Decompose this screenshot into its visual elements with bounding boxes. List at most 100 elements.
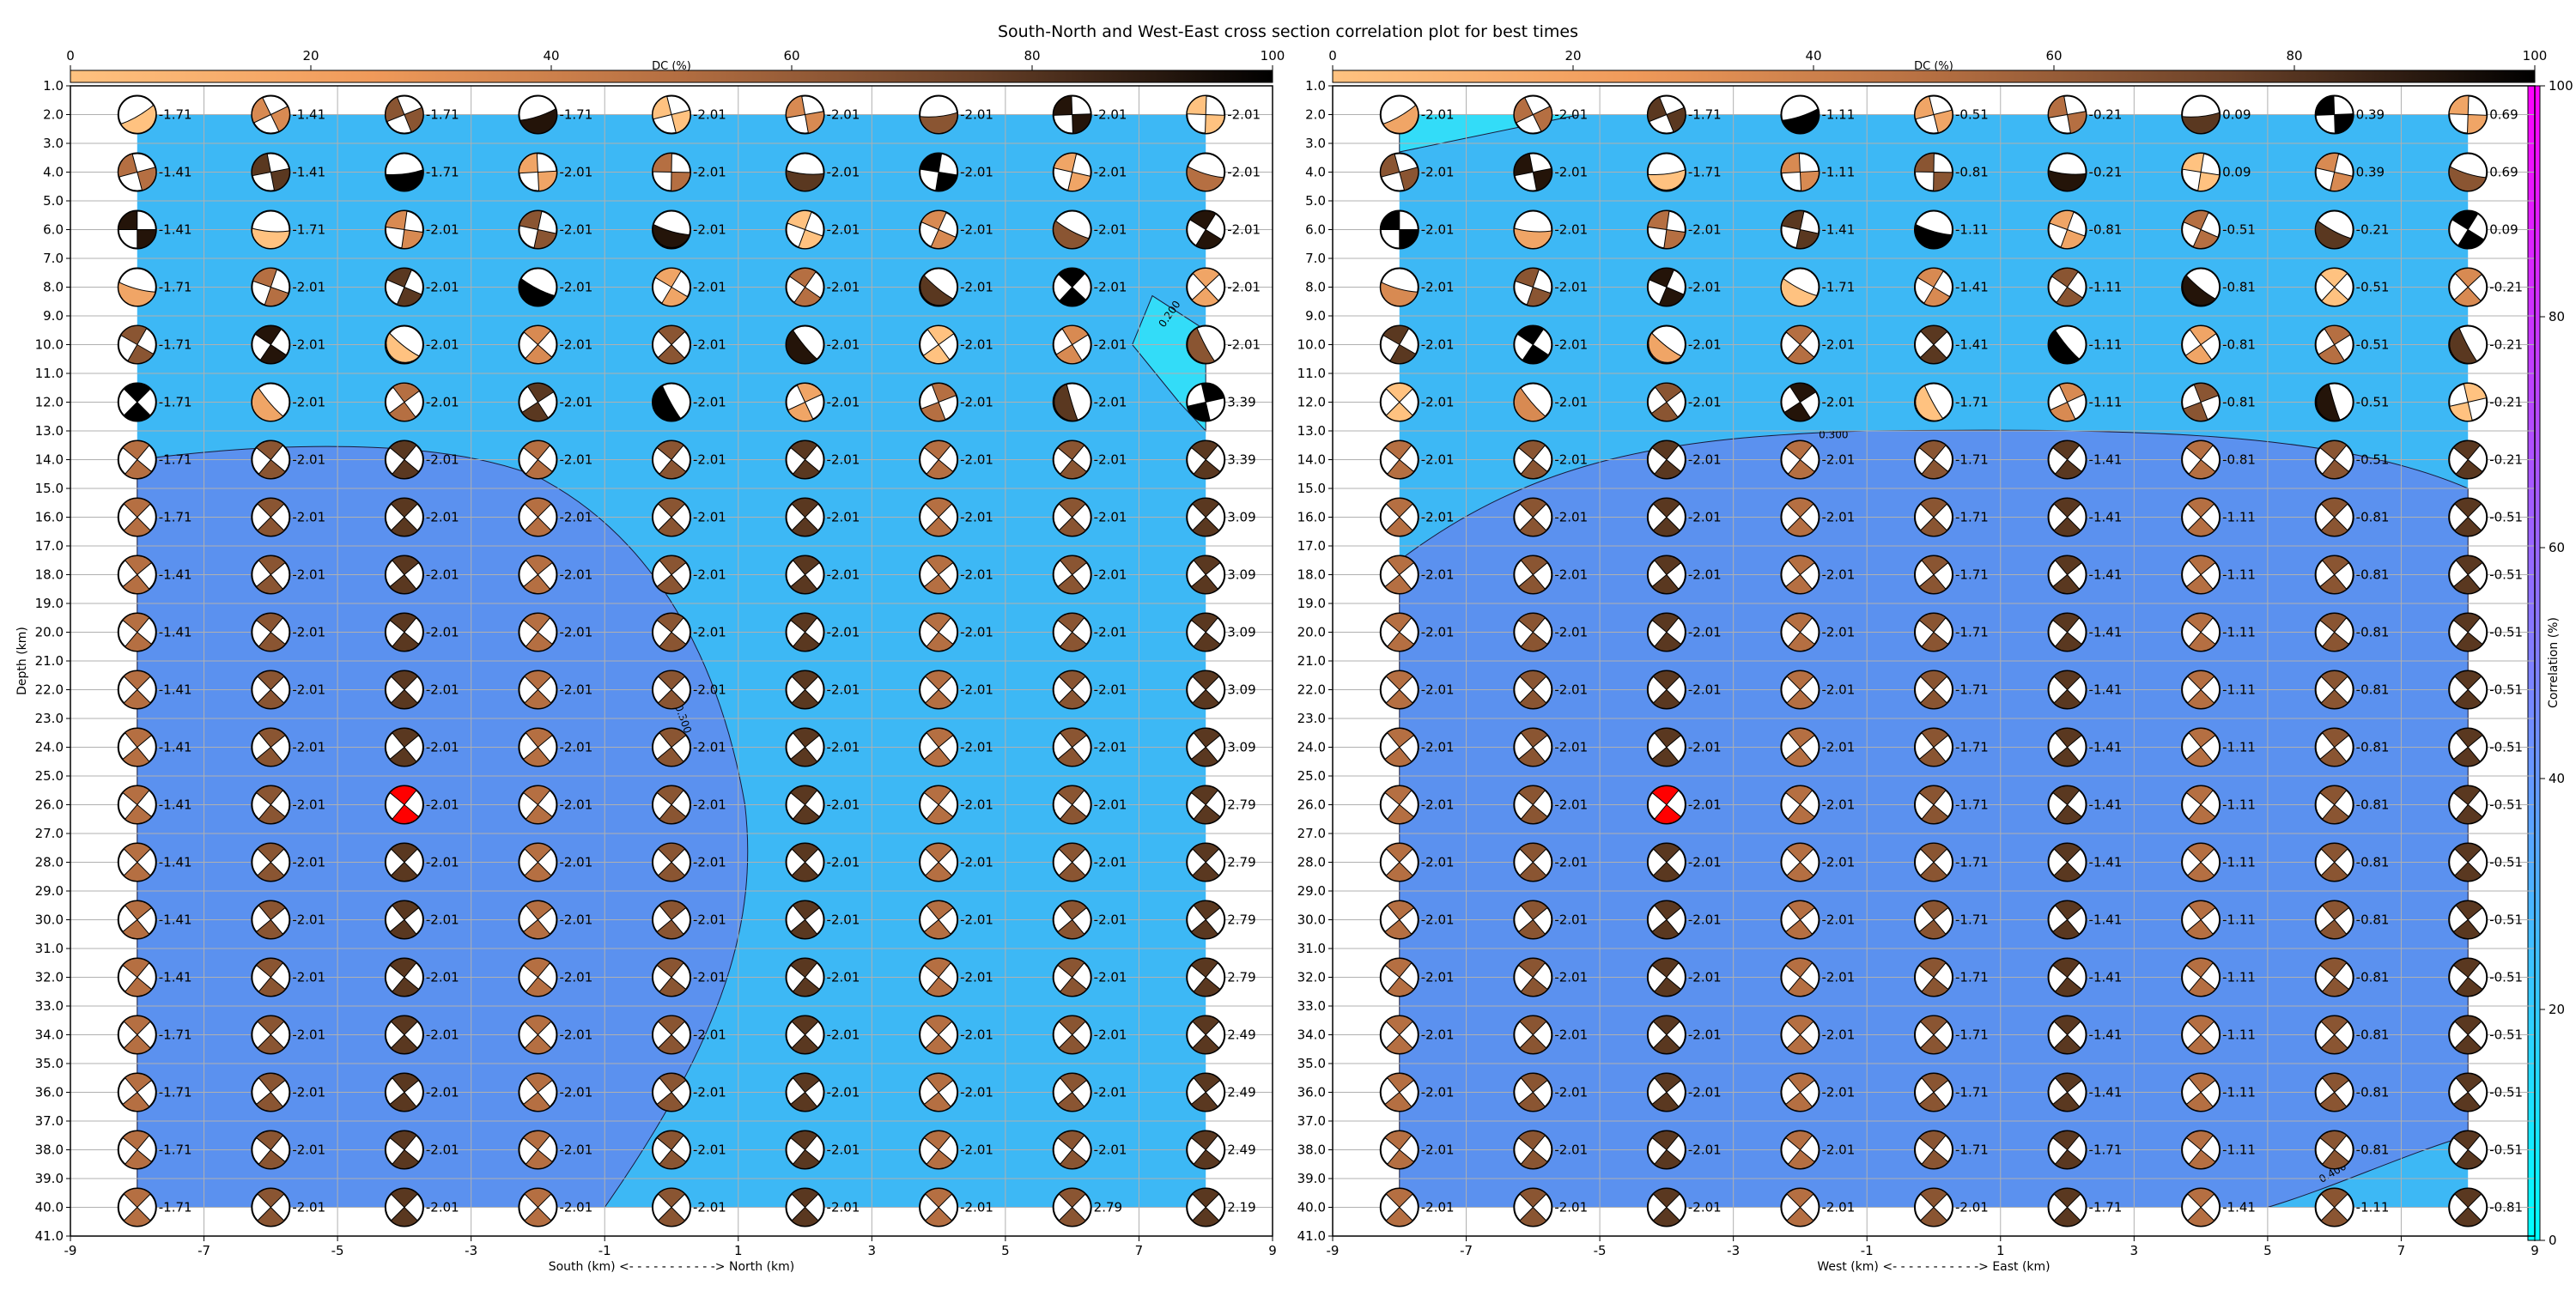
time-shift-label: -0.51: [2489, 682, 2523, 698]
time-shift-label: -2.01: [827, 1085, 860, 1100]
beachball-quadrant: [2049, 401, 2076, 421]
beachball-quadrant: [1799, 170, 1820, 192]
focal-mechanism: [2047, 267, 2087, 307]
beachball-quadrant: [1919, 670, 1948, 691]
beachball-quadrant: [789, 785, 818, 806]
beachball-quadrant: [2188, 727, 2216, 749]
beachball-quadrant: [251, 153, 271, 177]
beachball-quadrant: [1193, 458, 1221, 480]
focal-mechanism: [1513, 1015, 1553, 1055]
beachball-quadrant: [1385, 401, 1414, 421]
beachball-quadrant: [789, 1130, 818, 1151]
focal-mechanism: [1780, 382, 1820, 422]
time-shift-label: -1.71: [1688, 107, 1722, 123]
beachball-quadrant: [1652, 688, 1681, 709]
beachball-quadrant: [2319, 785, 2348, 806]
focal-mechanism: [652, 94, 691, 135]
time-shift-label: -2.01: [1094, 165, 1127, 180]
focal-mechanism: [2047, 1187, 2087, 1227]
beachball-lobe: [1780, 277, 1818, 306]
time-shift-label: -1.41: [159, 567, 192, 583]
beachball-quadrant: [1787, 458, 1816, 480]
beachball-quadrant: [2053, 516, 2081, 536]
focal-mechanism: [1780, 324, 1820, 365]
time-shift-label: -2.01: [827, 682, 860, 698]
beachball-quadrant: [1059, 900, 1088, 921]
focal-mechanism: [2314, 900, 2354, 940]
beachball-quadrant: [1190, 573, 1219, 595]
beachball-quadrant: [264, 286, 289, 306]
beachball-quadrant: [1519, 843, 1547, 864]
beachball-quadrant: [1193, 1072, 1221, 1094]
time-shift-label: -2.01: [1688, 1200, 1722, 1215]
beachball-quadrant: [652, 152, 672, 173]
time-shift-label: -1.71: [292, 222, 325, 238]
focal-mechanism: [2448, 1130, 2488, 1170]
beachball-quadrant: [1188, 209, 1217, 231]
time-shift-label: -2.01: [1094, 510, 1127, 525]
focal-mechanism: [919, 900, 959, 940]
beachball-quadrant: [657, 688, 686, 710]
beachball-quadrant: [1384, 918, 1413, 940]
focal-mechanism: [251, 957, 291, 997]
focal-mechanism: [1379, 439, 1419, 480]
beachball-quadrant: [657, 497, 686, 518]
focal-mechanism: [1379, 785, 1419, 825]
beachball-quadrant: [2182, 401, 2208, 421]
beachball-lobe: [2315, 220, 2352, 249]
focal-mechanism: [1914, 1130, 1953, 1170]
focal-mechanism: [251, 842, 291, 882]
beachball-quadrant: [1519, 688, 1547, 709]
beachball-quadrant: [1651, 746, 1680, 767]
time-shift-label: -2.01: [1554, 567, 1588, 583]
beachball-quadrant: [927, 325, 955, 346]
focal-mechanism: [1052, 94, 1092, 135]
focal-mechanism: [1186, 1130, 1226, 1170]
y-tick-label: 27.0: [35, 826, 64, 841]
beachball-quadrant: [1653, 555, 1682, 576]
time-shift-label: -1.41: [2089, 1027, 2123, 1043]
focal-mechanism: [1914, 439, 1953, 480]
x-tick-label: 1: [1996, 1243, 2005, 1258]
time-shift-label: -2.01: [960, 452, 993, 468]
time-shift-label: -2.01: [1094, 567, 1127, 583]
beachball-quadrant: [2454, 268, 2483, 288]
focal-mechanism: [518, 1130, 558, 1170]
focal-mechanism: [2448, 439, 2488, 480]
time-shift-label: -2.01: [426, 970, 459, 985]
time-shift-label: -0.51: [2356, 337, 2390, 353]
time-shift-label: -2.01: [827, 222, 860, 238]
beachball-quadrant: [1200, 383, 1225, 403]
time-shift-label: -2.01: [292, 1085, 325, 1100]
corr-tick-label: 40: [2549, 771, 2565, 786]
beachball-quadrant: [1191, 861, 1220, 882]
beachball-quadrant: [258, 727, 286, 749]
beachball-quadrant: [1787, 555, 1816, 576]
time-shift-label: -1.71: [1955, 740, 1989, 755]
dc-tick-label: 100: [1261, 48, 1285, 64]
focal-mechanism: [518, 209, 558, 250]
time-shift-label: -1.71: [559, 107, 592, 123]
time-shift-label: -2.01: [426, 625, 459, 640]
y-tick-label: 23.0: [1297, 711, 1326, 726]
beachball-quadrant: [924, 670, 953, 691]
y-tick-label: 12.0: [35, 395, 64, 410]
dc-tick-label: 80: [1024, 48, 1040, 64]
dc-colorbar-right-label: DC (%): [1914, 60, 1953, 73]
beachball-quadrant: [2451, 209, 2479, 231]
time-shift-label: -1.71: [1955, 510, 1989, 525]
beachball-quadrant: [2320, 516, 2348, 536]
time-shift-label: -0.81: [2356, 797, 2390, 813]
beachball-quadrant: [1193, 555, 1221, 576]
beachball-quadrant: [1193, 976, 1221, 997]
y-tick-label: 28.0: [1297, 855, 1326, 870]
focal-mechanism: [117, 670, 157, 710]
focal-mechanism: [117, 94, 157, 135]
beachball-quadrant: [2185, 612, 2215, 633]
beachball-quadrant: [2455, 803, 2483, 825]
corr-tick-label: 0: [2549, 1233, 2557, 1248]
time-shift-label: -1.41: [159, 970, 192, 985]
beachball-quadrant: [2189, 325, 2217, 346]
focal-mechanism: [1186, 1072, 1226, 1112]
focal-mechanism: [652, 152, 691, 192]
